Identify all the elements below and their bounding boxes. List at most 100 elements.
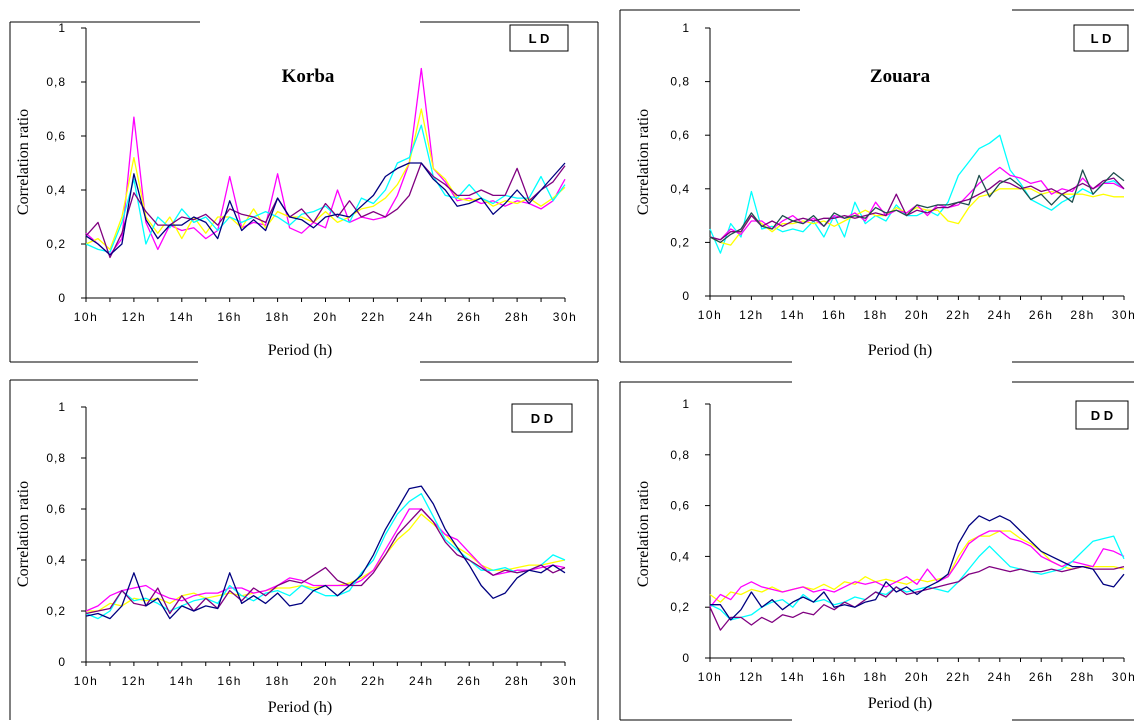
condition-label: D D: [1091, 408, 1113, 423]
x-tick-label: 22h: [361, 674, 386, 688]
series-line-3: [85, 124, 566, 253]
x-tick-label: 20h: [905, 670, 930, 684]
x-tick-label: 30h: [553, 310, 578, 324]
series-line-1: [86, 513, 566, 612]
y-tick-label: 0,4: [670, 182, 690, 196]
x-tick-label: 12h: [122, 674, 147, 688]
series-line-5: [85, 162, 566, 256]
series-line-5: [710, 515, 1125, 621]
y-tick-label: 0,8: [670, 75, 690, 89]
y-tick-label: 0,4: [46, 183, 66, 197]
y-tick-label: 0: [58, 291, 66, 305]
series-line-4: [709, 565, 1125, 631]
x-tick-label: 18h: [863, 308, 888, 322]
x-tick-label: 12h: [122, 310, 147, 324]
chart-panel-4: 0 0,2 0,4 0,6 0,8 1 10h 12h 14h 16h 18h 20h 22h 24h 26…: [619, 381, 1134, 721]
chart-title: Korba: [282, 66, 335, 87]
x-tick-label: 24h: [988, 308, 1013, 322]
x-tick-label: 22h: [946, 670, 971, 684]
series-line-4: [85, 162, 566, 259]
x-tick-label: 24h: [988, 670, 1013, 684]
y-tick-label: 0: [682, 651, 690, 665]
series-line-2: [85, 108, 566, 251]
x-tick-label: 28h: [505, 310, 530, 324]
x-tick-label: 26h: [457, 310, 482, 324]
x-tick-label: 20h: [313, 674, 338, 688]
y-tick-label: 0: [58, 655, 66, 669]
series-line-5: [709, 169, 1125, 244]
y-tick-label: 0,8: [46, 451, 66, 465]
y-axis-label: Correlation ratio: [15, 109, 32, 215]
chart-panel-2: 0 0,2 0,4 0,6 0,8 1 10h 12h 14h 16h 18h 20h 22h 24h 26…: [619, 9, 1134, 363]
x-tick-label: 20h: [313, 310, 338, 324]
x-tick-label: 26h: [457, 674, 482, 688]
y-tick-label: 0: [682, 289, 690, 303]
series-line-3: [85, 493, 566, 620]
x-tick-label: 22h: [361, 310, 386, 324]
x-axis-label: Period (h): [868, 695, 932, 712]
series-line-3: [709, 535, 1125, 621]
series-line-2: [709, 188, 1124, 246]
y-tick-label: 0,6: [46, 502, 66, 516]
x-tick-label: 24h: [409, 674, 434, 688]
x-axis-label: Period (h): [268, 699, 332, 716]
x-tick-label: 14h: [170, 310, 195, 324]
x-tick-label: 12h: [739, 308, 764, 322]
y-tick-label: 0,2: [670, 600, 690, 614]
y-tick-label: 1: [58, 21, 66, 35]
x-axis-label: Period (h): [268, 342, 332, 359]
x-tick-label: 12h: [739, 670, 764, 684]
x-tick-label: 10h: [74, 674, 99, 688]
condition-label: L D: [1091, 31, 1112, 46]
x-tick-label: 26h: [1029, 308, 1054, 322]
y-tick-label: 0,6: [670, 128, 690, 142]
y-axis-label: Correlation ratio: [15, 481, 32, 587]
condition-label: D D: [531, 411, 553, 426]
x-axis-label: Period (h): [868, 342, 932, 359]
series-line-1: [85, 67, 566, 256]
y-tick-label: 0,8: [46, 75, 66, 89]
y-tick-label: 0,2: [670, 235, 690, 249]
condition-badge: [1075, 400, 1129, 430]
y-tick-label: 0,6: [670, 499, 690, 513]
series-line-4: [85, 508, 566, 615]
x-tick-label: 28h: [505, 674, 530, 688]
chart-title: Zouara: [870, 66, 931, 87]
x-tick-label: 18h: [265, 310, 290, 324]
x-tick-label: 16h: [217, 674, 242, 688]
y-axis-label: Correlation ratio: [635, 109, 652, 215]
x-tick-label: 26h: [1029, 670, 1054, 684]
series-line-2: [709, 530, 1125, 608]
x-tick-label: 22h: [946, 308, 971, 322]
x-tick-label: 24h: [409, 310, 434, 324]
x-tick-label: 18h: [863, 670, 888, 684]
x-tick-label: 14h: [781, 670, 806, 684]
x-tick-label: 20h: [905, 308, 930, 322]
condition-badge: [1073, 24, 1129, 52]
x-tick-label: 10h: [698, 308, 723, 322]
series-line-5: [85, 485, 566, 620]
x-tick-label: 10h: [74, 310, 99, 324]
x-tick-label: 30h: [1112, 308, 1134, 322]
y-tick-label: 0,2: [46, 604, 66, 618]
y-tick-label: 0,2: [46, 237, 66, 251]
x-tick-label: 18h: [265, 674, 290, 688]
x-tick-label: 16h: [822, 308, 847, 322]
x-tick-label: 28h: [1070, 670, 1095, 684]
x-tick-label: 14h: [170, 674, 195, 688]
x-tick-label: 16h: [217, 310, 242, 324]
condition-label: L D: [529, 31, 550, 46]
y-tick-label: 0,6: [46, 129, 66, 143]
y-tick-label: 1: [682, 21, 690, 35]
y-axis-label: Correlation ratio: [635, 481, 652, 587]
x-tick-label: 14h: [781, 308, 806, 322]
y-tick-label: 1: [58, 400, 66, 414]
x-tick-label: 10h: [698, 670, 723, 684]
y-tick-label: 1: [682, 397, 690, 411]
x-tick-label: 30h: [1112, 670, 1134, 684]
x-tick-label: 28h: [1070, 308, 1095, 322]
chart-panel-1: 0 0,2 0,4 0,6 0,8 1 10h 12h 14h 16h 18h 20h 22h 24h 26…: [9, 21, 599, 363]
condition-badge: [509, 24, 569, 52]
y-tick-label: 0,8: [670, 448, 690, 462]
